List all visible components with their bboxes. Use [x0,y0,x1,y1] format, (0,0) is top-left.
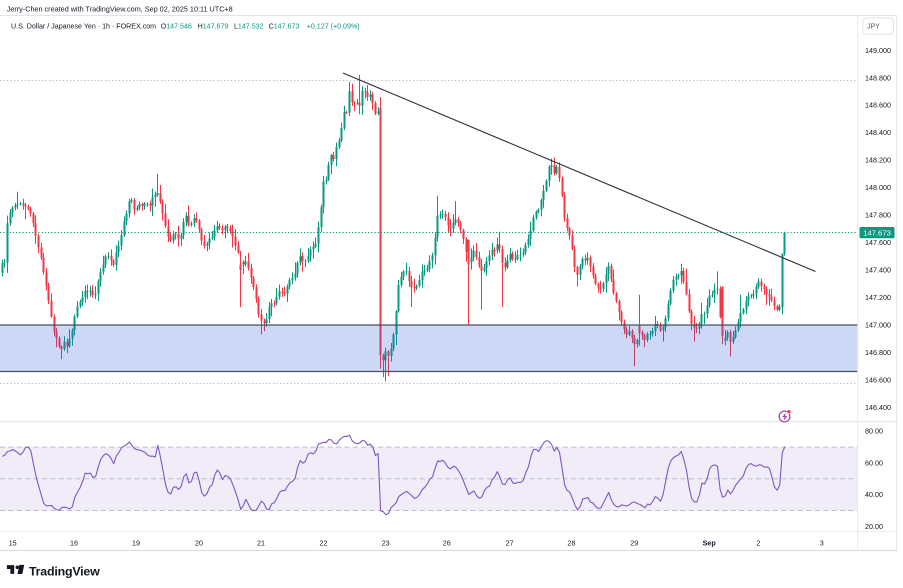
svg-text:29: 29 [630,539,638,548]
svg-text:3: 3 [820,539,824,548]
svg-text:148.200: 148.200 [865,156,891,165]
svg-text:16: 16 [70,539,78,548]
svg-text:19: 19 [132,539,140,548]
svg-text:147.000: 147.000 [865,320,891,329]
svg-text:21: 21 [257,539,265,548]
svg-text:23: 23 [382,539,390,548]
svg-text:148.000: 148.000 [865,183,891,192]
svg-text:147.200: 147.200 [865,293,891,302]
svg-text:JPY: JPY [867,24,880,31]
svg-text:15: 15 [9,539,17,548]
svg-text:U.S. Dollar / Japanese Yen · 1: U.S. Dollar / Japanese Yen · 1h · FOREX.… [11,22,360,30]
svg-text:146.600: 146.600 [865,375,891,384]
svg-text:80.00: 80.00 [865,427,883,436]
svg-text:TradingView: TradingView [29,564,100,578]
svg-text:148.800: 148.800 [865,73,891,82]
svg-text:2: 2 [756,539,760,548]
svg-text:146.400: 146.400 [865,403,891,412]
svg-text:147.673: 147.673 [863,228,891,237]
svg-text:148.400: 148.400 [865,128,891,137]
svg-text:22: 22 [320,539,328,548]
svg-text:147.600: 147.600 [865,238,891,247]
svg-text:60.00: 60.00 [865,458,883,467]
svg-text:147.800: 147.800 [865,211,891,220]
svg-text:40.00: 40.00 [865,490,883,499]
svg-text:27: 27 [506,539,514,548]
svg-text:147.400: 147.400 [865,266,891,275]
svg-text:26: 26 [443,539,451,548]
svg-text:149.000: 149.000 [865,46,891,55]
svg-text:20: 20 [195,539,203,548]
svg-text:Sep: Sep [703,539,717,548]
svg-text:Jerry-Chen created with Tradin: Jerry-Chen created with TradingView.com,… [7,4,233,13]
svg-text:28: 28 [567,539,575,548]
svg-text:148.600: 148.600 [865,101,891,110]
svg-text:146.800: 146.800 [865,348,891,357]
svg-text:20.00: 20.00 [865,522,883,531]
